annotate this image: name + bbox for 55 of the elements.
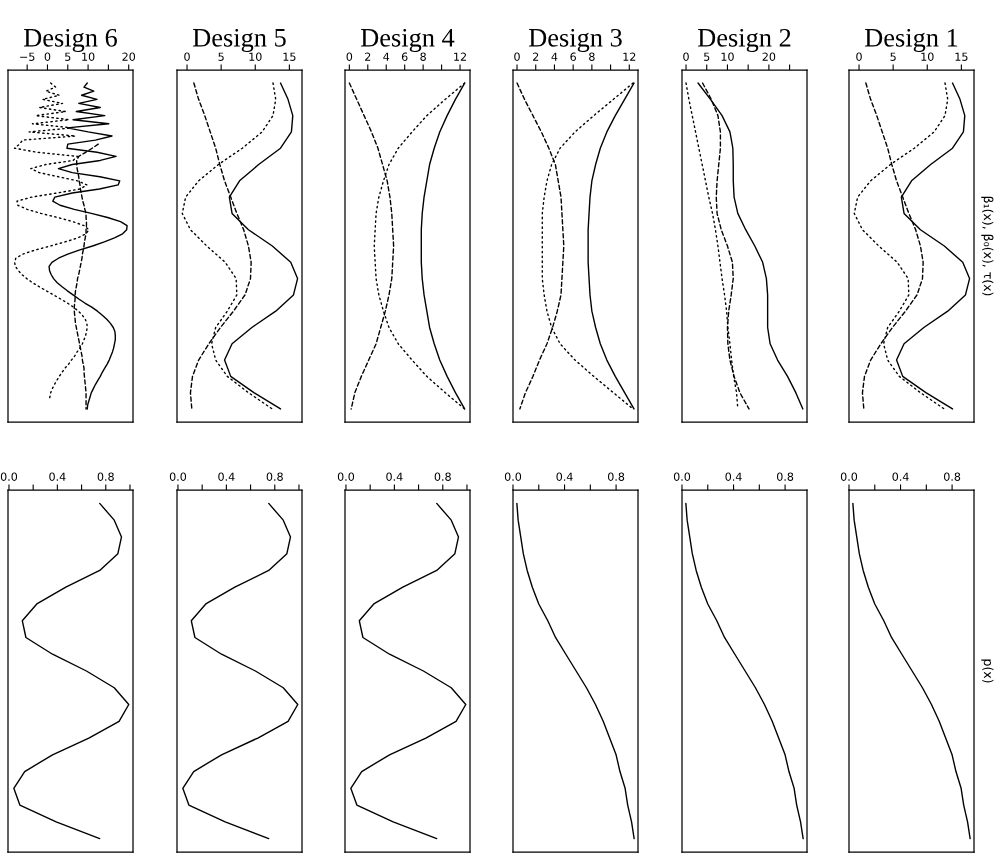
x-tick-label: 5 [890,52,896,61]
x-tick-label: 4 [383,52,390,61]
x-tick-label: 2 [533,52,539,61]
y-axis-title: β₁(x), β₀(x), τ(x) [981,196,994,296]
y-axis-title: p(x) [981,659,994,683]
x-tick-label: 8 [420,52,426,61]
chart-title: Design 5 [192,28,286,53]
x-tick-label: 20 [122,52,136,61]
x-tick-label: 0.4 [725,472,742,481]
x-tick-label: 0 [184,52,190,61]
x-tick-label: 5 [65,52,71,61]
chart-title: Design 4 [360,28,455,53]
x-tick-label: 0.8 [943,472,961,481]
x-tick-label: 0 [514,52,520,61]
x-tick-label: 2 [365,52,371,61]
x-tick-label: 0 [346,52,353,61]
x-tick-label: 10 [921,52,934,61]
x-tick-label: 6 [570,52,576,61]
x-tick-label: 5 [704,52,710,61]
x-tick-label: 10 [721,52,734,61]
chart-title: Design 1 [864,28,958,53]
x-tick-label: 0.8 [97,472,114,481]
x-tick-label: 0.4 [556,472,573,481]
x-tick-label: 4 [551,52,558,61]
x-tick-label: 0.4 [218,472,235,481]
x-tick-label: 0.4 [49,472,66,481]
x-tick-label: 6 [401,52,408,61]
x-tick-label: 0.4 [892,472,909,481]
chart-title: Design 2 [697,28,791,53]
x-tick-label: 0.0 [337,472,355,481]
x-tick-label: 8 [589,52,595,61]
x-tick-label: 5 [218,52,224,61]
x-tick-label: 15 [955,52,968,61]
x-tick-label: 0 [856,52,862,61]
x-tick-label: 0.0 [673,472,691,481]
x-tick-label: 0.0 [169,472,187,481]
x-tick-label: 15 [283,52,296,61]
x-tick-label: 0.8 [266,472,283,481]
x-tick-label: 12 [623,52,636,61]
x-tick-label: 0.8 [776,472,794,481]
x-tick-label: 0.8 [434,472,451,481]
x-tick-label: 0.4 [386,472,403,481]
chart-title: Design 6 [23,28,117,53]
chart-title: Design 3 [528,28,622,53]
x-tick-label: 10 [82,52,95,61]
x-tick-label: 0 [683,52,689,61]
x-tick-label: −5 [20,52,35,61]
x-tick-label: 0.0 [840,472,858,481]
x-tick-label: 0.8 [607,472,625,481]
x-tick-label: 20 [762,52,776,61]
x-tick-label: 0.0 [504,472,522,481]
x-tick-label: 0.0 [0,472,18,481]
x-tick-label: 12 [454,52,466,61]
x-tick-label: 10 [249,52,262,61]
x-tick-label: 0 [44,52,51,61]
